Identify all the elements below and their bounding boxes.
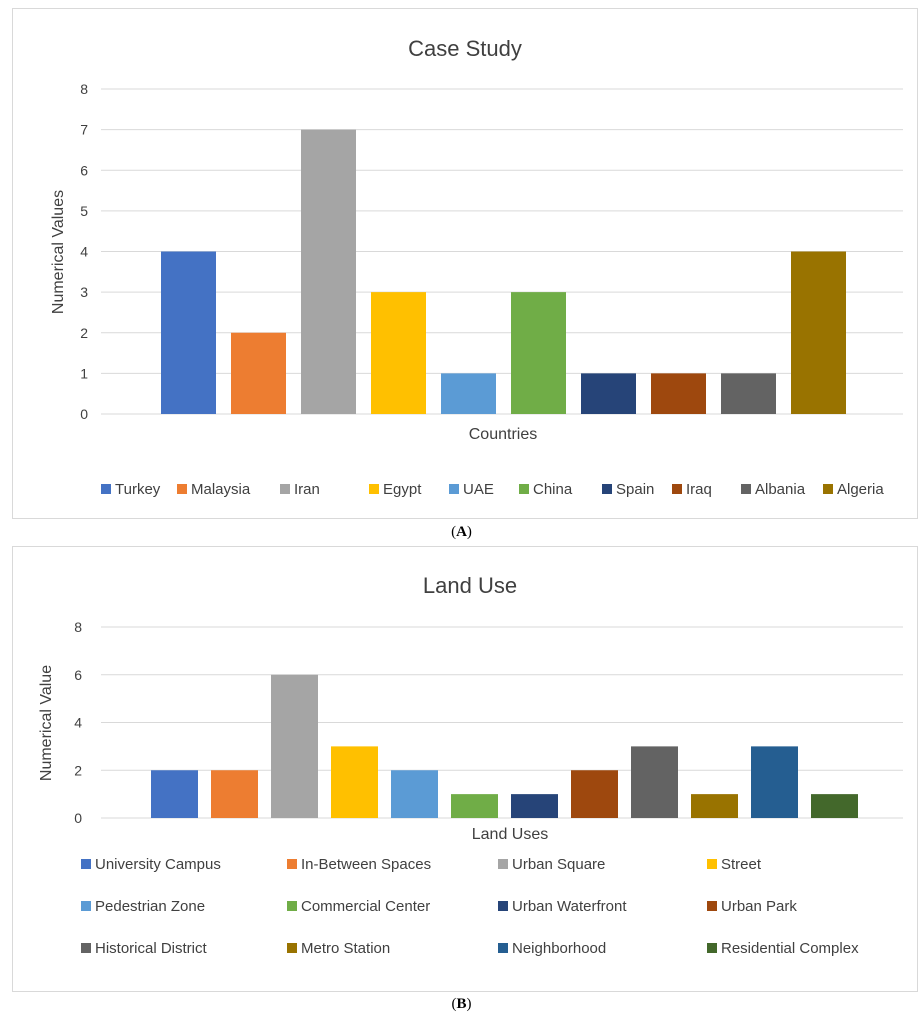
x-axis-label: Land Uses xyxy=(472,826,549,843)
legend-swatch-historical-district xyxy=(81,943,91,953)
y-tick-label: 3 xyxy=(80,284,88,300)
caption-a-close: ) xyxy=(466,524,472,540)
chart-title: Case Study xyxy=(408,36,522,61)
legend-swatch-iran xyxy=(280,484,290,494)
bar-urban-waterfront xyxy=(511,794,558,818)
legend-swatch-malaysia xyxy=(177,484,187,494)
bar-metro-station xyxy=(691,794,738,818)
y-tick-label: 8 xyxy=(74,619,82,635)
legend-swatch-in-between-spaces xyxy=(287,859,297,869)
legend-swatch-egypt xyxy=(369,484,379,494)
bar-china xyxy=(511,292,566,414)
legend-label-metro-station: Metro Station xyxy=(301,940,390,957)
y-tick-label: 4 xyxy=(80,244,88,260)
bar-spain xyxy=(581,373,636,414)
land-use-chart: Land Use 0 2 4 6 8 Land Uses Numerical Value Uni… xyxy=(38,573,903,957)
bar-turkey xyxy=(161,251,216,414)
legend-label-urban-park: Urban Park xyxy=(721,898,797,915)
legend-label-iraq: Iraq xyxy=(686,481,712,498)
legend-label-urban-waterfront: Urban Waterfront xyxy=(512,898,627,915)
figure-caption-a: (A) xyxy=(0,524,923,541)
bar-urban-park xyxy=(571,770,618,818)
figure-caption-b: (B) xyxy=(0,996,923,1013)
x-axis-label: Countries xyxy=(469,426,537,443)
legend-label-albania: Albania xyxy=(755,481,806,498)
y-tick-label: 0 xyxy=(80,406,88,422)
bar-street xyxy=(331,746,378,818)
legend-swatch-iraq xyxy=(672,484,682,494)
legend-label-neighborhood: Neighborhood xyxy=(512,940,606,957)
bar-pedestrian-zone xyxy=(391,770,438,818)
legend-swatch-commercial-center xyxy=(287,901,297,911)
legend-label-egypt: Egypt xyxy=(383,481,422,498)
legend-label-spain: Spain xyxy=(616,481,654,498)
y-tick-label: 6 xyxy=(74,667,82,683)
y-tick-label: 6 xyxy=(80,162,88,178)
bar-uae xyxy=(441,373,496,414)
legend-swatch-albania xyxy=(741,484,751,494)
legend-swatch-neighborhood xyxy=(498,943,508,953)
bar-historical-district xyxy=(631,746,678,818)
legend-swatch-spain xyxy=(602,484,612,494)
caption-a-letter: A xyxy=(456,524,467,540)
bar-iraq xyxy=(651,373,706,414)
legend-swatch-turkey xyxy=(101,484,111,494)
y-tick-label: 0 xyxy=(74,810,82,826)
legend-swatch-street xyxy=(707,859,717,869)
bar-iran xyxy=(301,129,356,414)
chart-panel-land-use: Land Use 0 2 4 6 8 Land Uses Numerical Value Uni… xyxy=(12,546,918,992)
bar-commercial-center xyxy=(451,794,498,818)
legend-swatch-algeria xyxy=(823,484,833,494)
legend-label-algeria: Algeria xyxy=(837,481,884,498)
bar-malaysia xyxy=(231,332,286,414)
legend-label-urban-square: Urban Square xyxy=(512,856,605,873)
y-axis-label: Numerical Value xyxy=(38,665,55,781)
legend-label-china: China xyxy=(533,481,573,498)
legend-label-in-between-spaces: In-Between Spaces xyxy=(301,856,431,873)
legend-label-uae: UAE xyxy=(463,481,494,498)
legend-swatch-metro-station xyxy=(287,943,297,953)
legend-label-historical-district: Historical District xyxy=(95,940,208,957)
y-tick-label: 1 xyxy=(80,365,88,381)
bar-neighborhood xyxy=(751,746,798,818)
y-tick-label: 5 xyxy=(80,203,88,219)
bar-albania xyxy=(721,373,776,414)
legend-label-turkey: Turkey xyxy=(115,481,161,498)
legend-swatch-uae xyxy=(449,484,459,494)
y-tick-label: 2 xyxy=(80,325,88,341)
legend-label-university-campus: University Campus xyxy=(95,856,221,873)
caption-b-open: ( xyxy=(451,996,457,1012)
y-axis-label: Numerical Values xyxy=(50,190,67,314)
case-study-chart: Case Study 0 1 2 3 4 5 6 7 8 Countries Numerical Va… xyxy=(50,36,903,498)
legend-label-commercial-center: Commercial Center xyxy=(301,898,430,915)
y-tick-label: 8 xyxy=(80,81,88,97)
caption-a-open: ( xyxy=(451,524,457,540)
legend-swatch-urban-square xyxy=(498,859,508,869)
legend-swatch-china xyxy=(519,484,529,494)
chart-panel-case-study: Case Study 0 1 2 3 4 5 6 7 8 Countries Numerical Va… xyxy=(12,8,918,519)
legend-swatch-urban-park xyxy=(707,901,717,911)
bar-in-between-spaces xyxy=(211,770,258,818)
bar-algeria xyxy=(791,251,846,414)
y-tick-label: 4 xyxy=(74,715,82,731)
legend-label-street: Street xyxy=(721,856,762,873)
legend-swatch-residential-complex xyxy=(707,943,717,953)
bar-residential-complex xyxy=(811,794,858,818)
legend-swatch-pedestrian-zone xyxy=(81,901,91,911)
legend-label-residential-complex: Residential Complex xyxy=(721,940,859,957)
legend-label-malaysia: Malaysia xyxy=(191,481,251,498)
y-tick-label: 2 xyxy=(74,762,82,778)
y-tick-label: 7 xyxy=(80,122,88,138)
legend-label-iran: Iran xyxy=(294,481,320,498)
bar-university-campus xyxy=(151,770,198,818)
legend-label-pedestrian-zone: Pedestrian Zone xyxy=(95,898,205,915)
chart-title: Land Use xyxy=(423,573,517,598)
bar-egypt xyxy=(371,292,426,414)
legend-swatch-urban-waterfront xyxy=(498,901,508,911)
legend-swatch-university-campus xyxy=(81,859,91,869)
caption-b-letter: B xyxy=(456,996,467,1012)
caption-b-close: ) xyxy=(466,996,472,1012)
bar-urban-square xyxy=(271,674,318,818)
